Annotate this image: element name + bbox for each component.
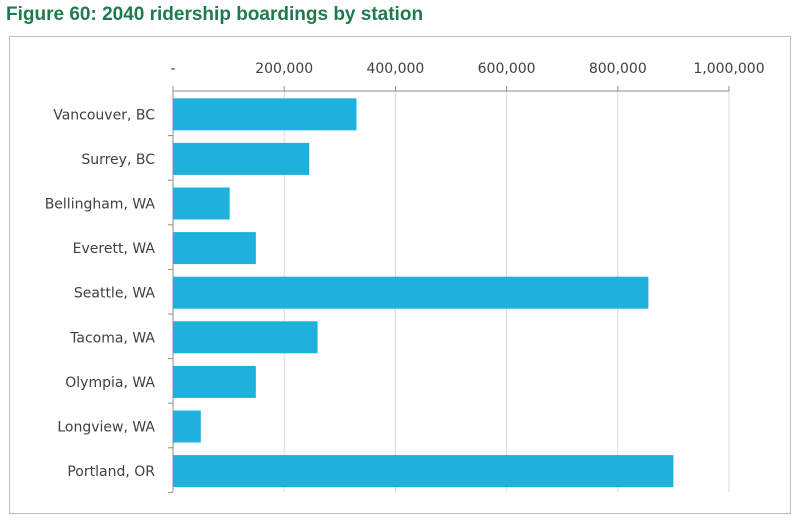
bar (173, 276, 649, 309)
bar (173, 98, 357, 131)
y-tick-label: Longview, WA (57, 420, 155, 436)
y-tick-label: Bellingham, WA (45, 197, 156, 213)
y-tick-label: Surrey, BC (81, 152, 155, 168)
bar (173, 455, 674, 488)
chart-title: Figure 60: 2040 ridership boardings by s… (6, 4, 424, 25)
y-tick-label: Vancouver, BC (53, 107, 155, 123)
x-tick-label: 1,000,000 (693, 61, 764, 77)
x-tick-label: - (170, 61, 175, 77)
bar (173, 142, 310, 175)
x-tick-label: 600,000 (478, 61, 536, 77)
y-tick-label: Everett, WA (73, 241, 156, 257)
x-tick-label: 400,000 (366, 61, 424, 77)
x-tick-label: 800,000 (589, 61, 647, 77)
chart-frame (9, 36, 791, 514)
y-tick-label: Olympia, WA (65, 375, 155, 391)
bar (173, 187, 230, 220)
bar (173, 321, 318, 354)
x-tick-label: 200,000 (255, 61, 313, 77)
bar (173, 365, 256, 398)
y-tick-label: Tacoma, WA (69, 330, 155, 346)
bar (173, 232, 256, 265)
bar (173, 410, 201, 443)
y-tick-label: Seattle, WA (74, 286, 156, 302)
y-tick-label: Portland, OR (67, 464, 155, 480)
